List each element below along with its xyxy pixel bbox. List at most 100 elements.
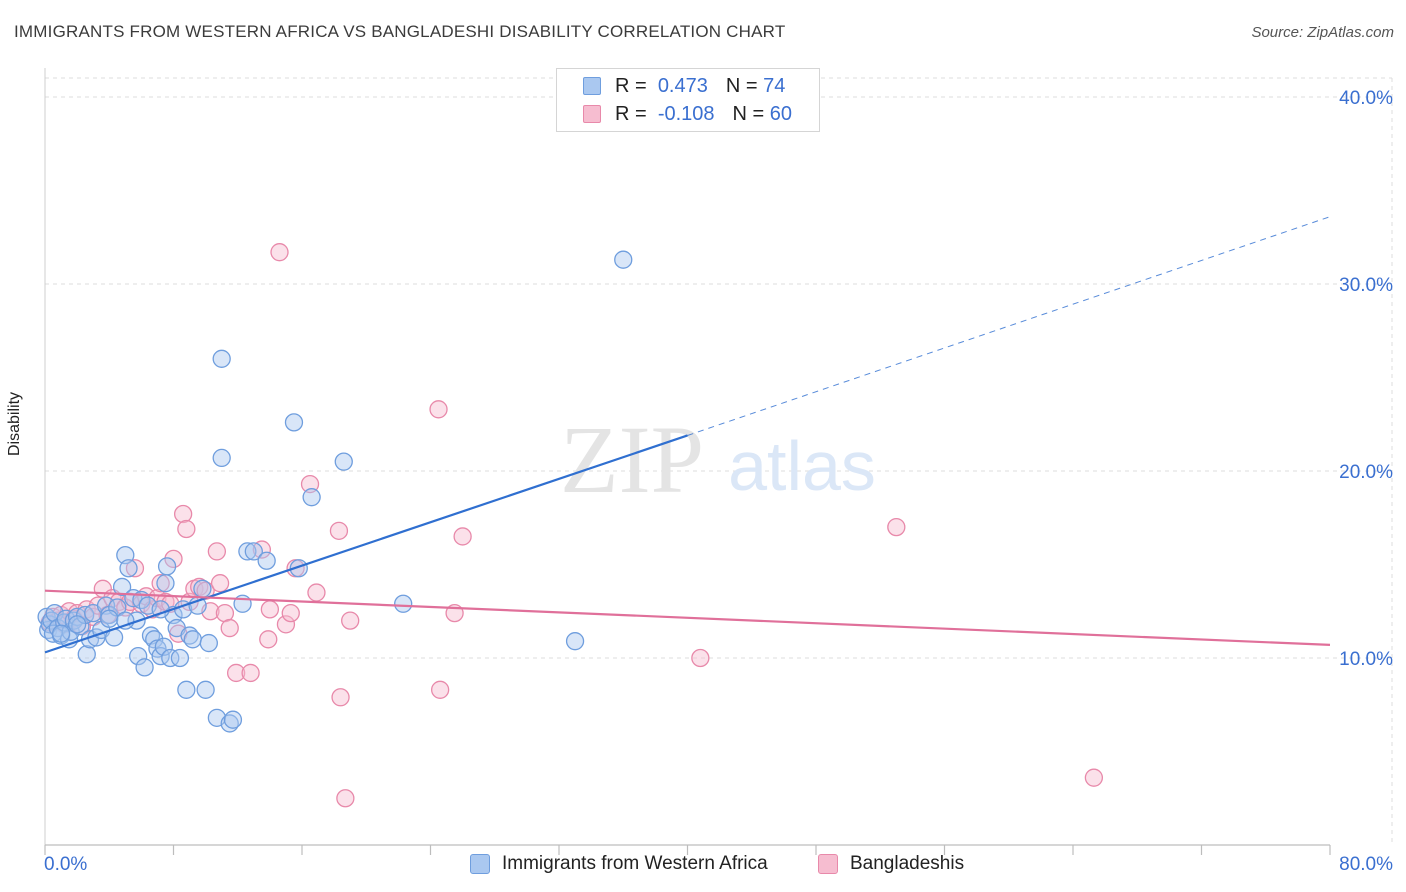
legend-label: Bangladeshis <box>850 853 965 874</box>
data-point-western-africa <box>177 680 196 699</box>
data-point-bangladeshis <box>177 519 196 539</box>
data-point-western-africa <box>244 542 263 561</box>
data-point-western-africa <box>302 488 321 507</box>
data-point-western-africa <box>257 551 276 570</box>
y-tick-label: 40.0% <box>1339 88 1393 109</box>
data-point-bangladeshis <box>125 559 145 578</box>
data-point-western-africa <box>565 632 585 651</box>
data-point-bangladeshis <box>453 527 472 546</box>
data-point-western-africa <box>334 452 353 471</box>
data-point-bangladeshis <box>281 603 300 623</box>
data-point-western-africa <box>170 648 190 668</box>
data-point-bangladeshis <box>164 549 183 569</box>
data-point-western-africa <box>284 413 304 432</box>
legend-item-western-africa[interactable]: Immigrants from Western Africa <box>470 852 768 876</box>
data-point-bangladeshis <box>210 574 230 593</box>
data-point-western-africa <box>119 559 138 578</box>
tick-labels: 10.0% 20.0% 30.0% 40.0% 0.0% 80.0% <box>44 88 1393 875</box>
legend-label: Immigrants from Western Africa <box>502 853 768 874</box>
trend-line-bangladeshis <box>44 589 1331 647</box>
data-point-western-africa <box>71 617 90 636</box>
data-point-bangladeshis <box>276 615 296 634</box>
data-point-bangladeshis <box>173 504 193 524</box>
stats-legend: R = 0.473 N = 74 R = -0.108 N = 60 <box>556 68 820 132</box>
data-point-western-africa <box>394 594 413 613</box>
data-point-bangladeshis <box>430 680 450 699</box>
series-bangladeshis <box>40 243 1104 808</box>
stats-legend-row-blue: R = 0.473 N = 74 <box>583 73 785 99</box>
n-label: N = <box>725 74 758 97</box>
trend-extension-western-africa <box>687 216 1331 436</box>
pink-swatch <box>818 854 838 874</box>
data-point-bangladeshis <box>331 688 350 707</box>
y-tick-label: 10.0% <box>1339 649 1393 670</box>
blue-swatch <box>470 854 490 874</box>
r-value: 0.473 <box>657 74 708 97</box>
data-point-bangladeshis <box>241 663 260 683</box>
watermark: ZIP atlas <box>560 406 876 513</box>
data-point-western-africa <box>614 250 633 269</box>
data-point-western-africa <box>183 630 202 649</box>
data-point-bangladeshis <box>300 474 320 494</box>
data-point-bangladeshis <box>336 789 355 808</box>
pink-swatch <box>583 105 601 123</box>
watermark-atlas: atlas <box>728 427 876 505</box>
data-point-bangladeshis <box>259 630 278 649</box>
chart-title: IMMIGRANTS FROM WESTERN AFRICA VS BANGLA… <box>14 22 786 41</box>
data-point-western-africa <box>67 615 87 634</box>
data-point-western-africa <box>193 579 212 598</box>
data-point-western-africa <box>157 557 177 576</box>
data-point-bangladeshis <box>1084 768 1104 787</box>
n-label: N = <box>732 102 765 125</box>
data-point-bangladeshis <box>270 243 289 262</box>
data-point-western-africa <box>77 645 96 664</box>
r-label: R = <box>615 102 647 125</box>
data-point-bangladeshis <box>887 517 906 537</box>
data-point-western-africa <box>45 603 64 623</box>
x-tick-label: 80.0% <box>1339 854 1393 875</box>
data-point-western-africa <box>196 680 215 699</box>
y-axis-label: Disability <box>6 391 23 456</box>
n-value: 74 <box>763 74 786 97</box>
data-point-western-africa <box>212 448 231 468</box>
data-point-bangladeshis <box>207 542 227 561</box>
data-point-western-africa <box>154 637 174 656</box>
data-point-western-africa <box>223 710 243 729</box>
data-point-bangladeshis <box>260 600 280 619</box>
data-point-bangladeshis <box>341 611 360 630</box>
data-point-bangladeshis <box>307 583 326 602</box>
data-point-western-africa <box>156 574 175 593</box>
data-point-bangladeshis <box>429 400 448 419</box>
data-point-bangladeshis <box>691 648 710 668</box>
data-point-western-africa <box>51 624 71 643</box>
data-point-western-africa <box>135 658 154 677</box>
y-tick-label: 30.0% <box>1339 275 1393 296</box>
x-tick-label: 0.0% <box>44 854 87 875</box>
trend-lines <box>44 216 1331 654</box>
axes <box>44 68 1331 855</box>
data-point-bangladeshis <box>329 521 349 540</box>
legend-item-bangladeshis[interactable]: Bangladeshis <box>818 852 964 876</box>
series-western-africa <box>37 250 633 733</box>
data-point-western-africa <box>289 559 308 578</box>
r-label: R = <box>615 74 647 97</box>
y-tick-label: 20.0% <box>1339 462 1393 483</box>
grid-lines <box>45 77 1393 845</box>
data-point-western-africa <box>199 633 218 653</box>
data-point-bangladeshis <box>220 618 239 638</box>
watermark-zip: ZIP <box>560 406 704 513</box>
data-point-bangladeshis <box>151 574 170 593</box>
data-point-western-africa <box>161 648 180 668</box>
source-label: Source: ZipAtlas.com <box>1251 24 1394 41</box>
data-point-western-africa <box>238 542 257 561</box>
trend-line-western-africa <box>44 434 688 654</box>
r-value: -0.108 <box>657 102 715 125</box>
data-point-western-africa <box>129 646 148 666</box>
data-point-western-africa <box>212 349 231 368</box>
stats-legend-row-pink: R = -0.108 N = 60 <box>583 101 792 127</box>
data-point-bangladeshis <box>226 663 246 683</box>
n-value: 60 <box>769 102 793 125</box>
data-point-western-africa <box>100 609 119 628</box>
blue-swatch <box>583 77 601 95</box>
